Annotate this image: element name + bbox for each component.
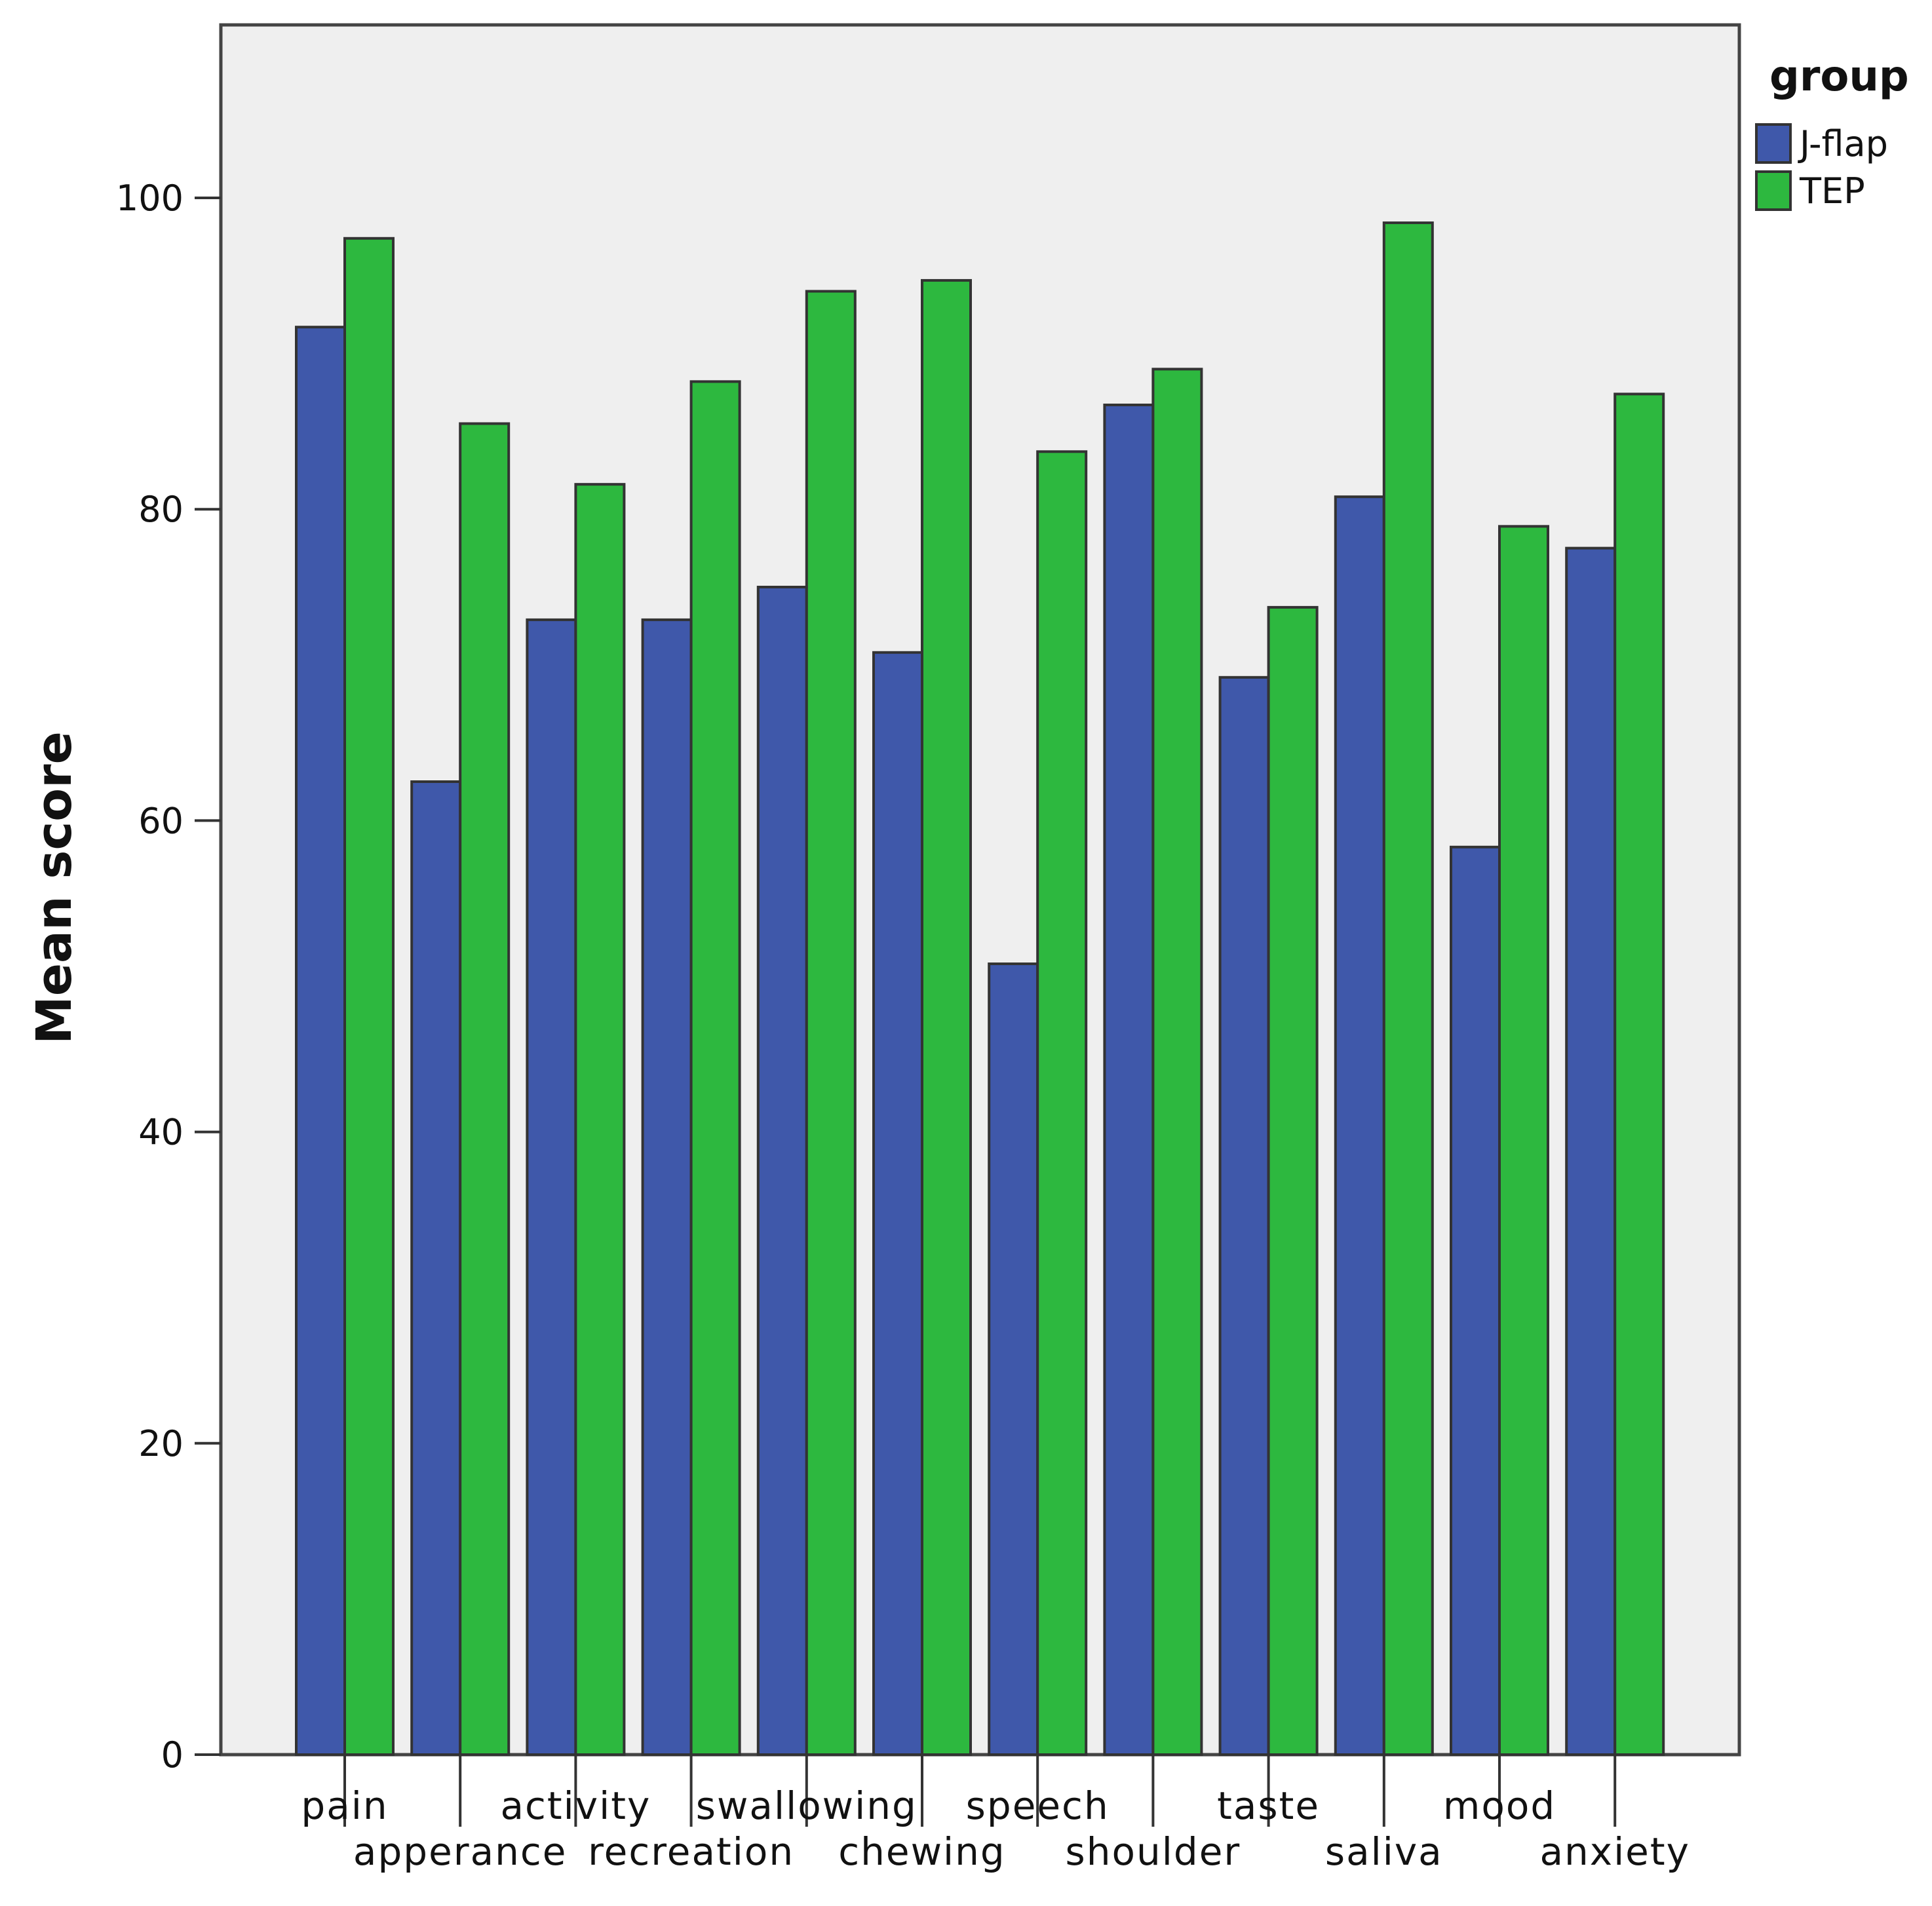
x-tick-label-anxiety: anxiety: [1539, 1829, 1690, 1874]
bar-j-flap-saliva: [1334, 495, 1385, 1756]
bar-j-flap-mood: [1450, 845, 1501, 1756]
bar-tep-activity: [574, 483, 626, 1757]
bar-j-flap-speech: [988, 962, 1039, 1756]
legend-swatch: [1755, 170, 1792, 211]
y-axis-title: Mean score: [26, 731, 83, 1044]
x-tick-label-swallowing: swallowing: [696, 1783, 918, 1828]
x-tick-label-saliva: saliva: [1325, 1829, 1443, 1874]
bar-j-flap-shoulder: [1103, 404, 1155, 1756]
y-tick-label: 80: [138, 489, 184, 530]
bars-group: [295, 221, 1665, 1757]
bar-tep-chewing: [921, 278, 972, 1757]
x-tick-label-chewing: chewing: [838, 1829, 1005, 1874]
bar-tep-taste: [1267, 605, 1319, 1757]
bar-tep-apperance: [459, 422, 511, 1756]
bar-j-flap-apperance: [410, 780, 462, 1756]
x-tick-label-recreation: recreation: [588, 1829, 794, 1874]
y-axis: 0 20 40 60 80 100: [116, 178, 221, 1776]
x-tick-label-speech: speech: [966, 1783, 1110, 1828]
x-tick-label-mood: mood: [1443, 1783, 1556, 1828]
bar-tep-pain: [343, 237, 395, 1757]
bar-j-flap-pain: [295, 326, 346, 1756]
legend-label: TEP: [1799, 170, 1865, 212]
legend-swatch: [1755, 123, 1792, 164]
y-tick-label: 60: [138, 800, 184, 841]
x-tick-label-activity: activity: [501, 1783, 651, 1828]
legend-title: group: [1769, 52, 1909, 101]
bar-tep-recreation: [689, 380, 741, 1757]
y-tick-label: 40: [138, 1112, 184, 1153]
bar-j-flap-anxiety: [1565, 546, 1617, 1756]
bar-j-flap-chewing: [872, 651, 923, 1756]
x-tick-label-apperance: apperance: [353, 1829, 568, 1874]
bar-tep-saliva: [1382, 221, 1434, 1756]
bar-j-flap-activity: [526, 618, 577, 1756]
bar-tep-anxiety: [1613, 392, 1665, 1756]
bar-tep-shoulder: [1151, 368, 1203, 1756]
bar-tep-swallowing: [805, 290, 857, 1756]
legend-label: J-flap: [1798, 123, 1888, 164]
legend: group J-flap TEP: [1755, 52, 1909, 212]
y-tick-label: 20: [138, 1423, 184, 1464]
x-tick-label-shoulder: shoulder: [1066, 1829, 1241, 1874]
bar-j-flap-recreation: [641, 618, 693, 1756]
bar-j-flap-taste: [1218, 676, 1270, 1756]
y-tick-label: 100: [116, 178, 184, 219]
bar-tep-mood: [1498, 525, 1549, 1756]
bar-tep-speech: [1036, 450, 1088, 1757]
y-tick-label: 0: [161, 1734, 184, 1776]
x-tick-label-taste: taste: [1217, 1783, 1320, 1828]
bar-j-flap-swallowing: [756, 586, 808, 1756]
x-tick-label-pain: pain: [301, 1783, 388, 1828]
x-axis: painapperanceactivityrecreationswallowin…: [301, 1755, 1690, 1874]
